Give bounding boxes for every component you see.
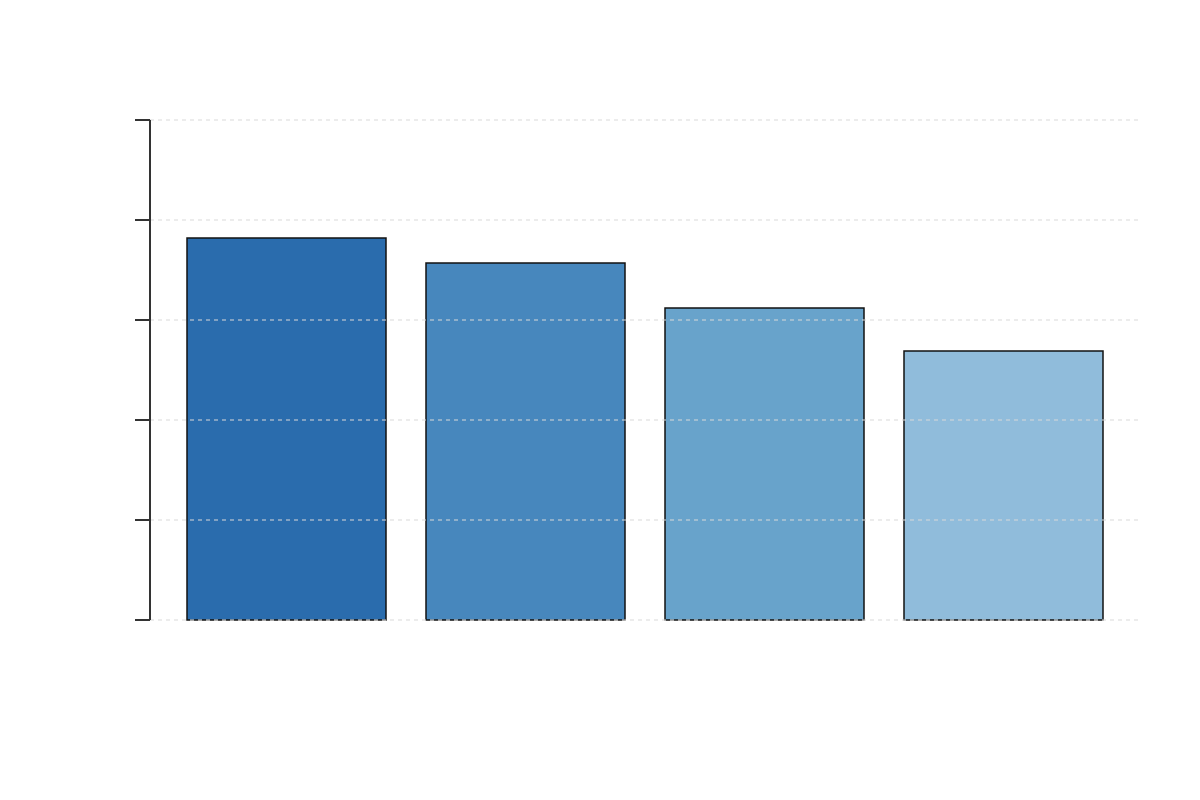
bar-4 bbox=[903, 350, 1104, 621]
bar-1 bbox=[186, 237, 387, 621]
bar-2 bbox=[425, 262, 626, 621]
y-axis bbox=[135, 119, 151, 621]
bar-3 bbox=[664, 307, 865, 621]
bar-layer bbox=[150, 119, 1138, 621]
